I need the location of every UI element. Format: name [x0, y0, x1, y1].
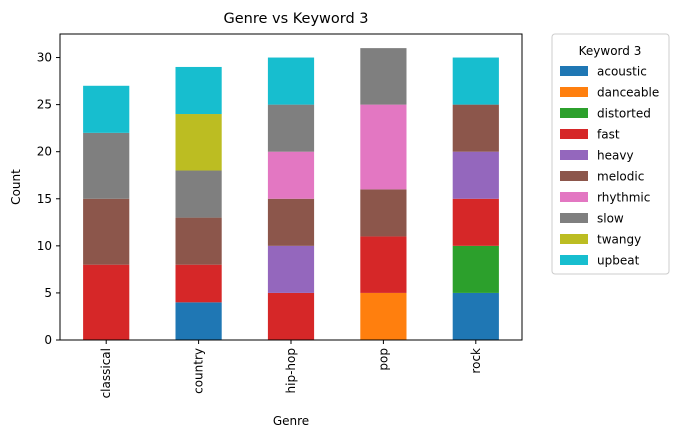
- bar-country-upbeat: [175, 66, 222, 115]
- bar-country-acoustic: [175, 302, 222, 340]
- legend-swatch-upbeat: [560, 255, 588, 265]
- bar-hip-hop-upbeat: [267, 57, 315, 105]
- x-tick-label: rock: [469, 348, 483, 374]
- y-axis-label: Count: [9, 169, 23, 205]
- x-tick-label: pop: [376, 348, 390, 371]
- legend-label-rhythmic: rhythmic: [597, 191, 650, 205]
- bar-pop-fast: [360, 236, 407, 293]
- y-tick-label: 10: [37, 239, 52, 253]
- bar-country-twangy: [175, 114, 222, 171]
- bar-country-slow: [175, 170, 222, 218]
- legend-swatch-danceable: [560, 87, 588, 97]
- legend-swatch-slow: [560, 213, 588, 223]
- bar-pop-slow: [360, 48, 407, 105]
- legend-label-slow: slow: [597, 212, 624, 226]
- y-tick-label: 30: [37, 51, 52, 65]
- chart-title: Genre vs Keyword 3: [223, 11, 368, 27]
- x-axis-label: Genre: [273, 414, 309, 428]
- y-tick-label: 25: [37, 98, 52, 112]
- legend-label-upbeat: upbeat: [597, 254, 640, 268]
- bar-rock-melodic: [452, 104, 499, 152]
- legend-swatch-distorted: [560, 108, 588, 118]
- bar-hip-hop-heavy: [267, 245, 315, 293]
- legend-title: Keyword 3: [579, 44, 642, 58]
- y-tick-label: 20: [37, 145, 52, 159]
- bar-country-fast: [175, 264, 222, 303]
- y-tick-label: 15: [37, 192, 52, 206]
- legend-swatch-heavy: [560, 150, 588, 160]
- bar-pop-danceable: [360, 292, 407, 340]
- legend-swatch-acoustic: [560, 66, 588, 76]
- bar-hip-hop-melodic: [267, 198, 315, 246]
- bar-pop-melodic: [360, 189, 407, 237]
- bar-rock-upbeat: [452, 57, 499, 105]
- legend-label-heavy: heavy: [597, 149, 634, 163]
- x-axis: classical country hip-hop pop rock: [99, 340, 483, 398]
- legend-swatch-fast: [560, 129, 588, 139]
- legend-swatch-rhythmic: [560, 192, 588, 202]
- legend-label-distorted: distorted: [597, 107, 651, 121]
- legend-swatch-melodic: [560, 171, 588, 181]
- plot-frame: [59, 33, 523, 341]
- legend-swatch-twangy: [560, 234, 588, 244]
- y-tick-label: 5: [44, 286, 52, 300]
- bar-rock-fast: [452, 198, 499, 246]
- legend: Keyword 3 acoustic danceable distorted fast…: [551, 33, 670, 275]
- bar-country-melodic: [175, 217, 222, 265]
- x-tick-label: country: [192, 348, 206, 394]
- legend-label-acoustic: acoustic: [597, 65, 647, 79]
- bar-classical-melodic: [83, 198, 130, 265]
- bar-hip-hop-rhythmic: [267, 151, 315, 199]
- bar-classical-upbeat: [83, 85, 130, 133]
- legend-label-fast: fast: [597, 128, 620, 142]
- legend-label-twangy: twangy: [597, 233, 641, 247]
- bar-rock-acoustic: [452, 292, 499, 340]
- bar-hip-hop-slow: [267, 104, 315, 152]
- legend-items: acoustic danceable distorted fast heavy melod…: [560, 65, 659, 268]
- x-tick-label: hip-hop: [284, 348, 298, 393]
- bar-classical-fast: [83, 264, 130, 340]
- bar-hip-hop-fast: [267, 292, 315, 340]
- bar-pop-rhythmic: [360, 104, 407, 190]
- legend-label-danceable: danceable: [597, 86, 659, 100]
- y-tick-label: 0: [44, 333, 52, 347]
- legend-label-melodic: melodic: [597, 170, 644, 184]
- y-axis: 0 5 10 15 20 25 30: [37, 51, 60, 347]
- x-tick-label: classical: [99, 348, 113, 398]
- bars-group: [83, 48, 499, 340]
- bar-classical-slow: [83, 132, 130, 199]
- bar-rock-heavy: [452, 151, 499, 199]
- bar-rock-distorted: [452, 245, 499, 293]
